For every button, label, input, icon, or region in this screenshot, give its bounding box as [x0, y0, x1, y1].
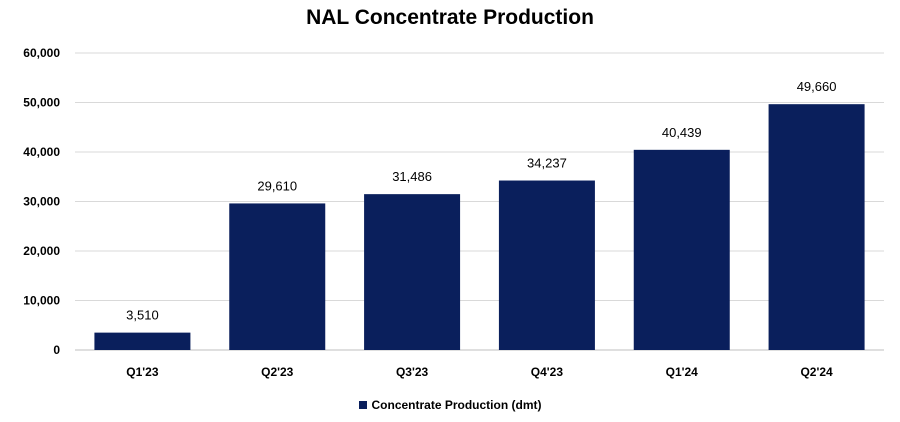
data-labels: 3,510 29,610 31,486 34,237 40,439 49,660 [126, 79, 836, 322]
gridlines [75, 52, 884, 351]
x-tick-label: Q2'23 [261, 365, 294, 379]
bar [498, 180, 595, 350]
bar [633, 149, 730, 350]
legend-swatch [358, 401, 367, 409]
y-tick-label: 0 [53, 343, 60, 357]
data-label: 40,439 [662, 125, 702, 140]
data-label: 34,237 [527, 156, 567, 171]
y-tick-label: 60,000 [23, 46, 60, 60]
bar [229, 203, 326, 350]
bars [94, 104, 865, 350]
bar [364, 194, 461, 350]
chart-title: NAL Concentrate Production [306, 6, 594, 29]
y-tick-label: 50,000 [23, 96, 60, 110]
x-tick-label: Q1'24 [666, 365, 699, 379]
y-tick-label: 30,000 [23, 195, 60, 209]
x-tick-label: Q3'23 [396, 365, 429, 379]
legend: Concentrate Production (dmt) [0, 398, 900, 412]
bar [94, 332, 191, 350]
x-axis-tick-labels: Q1'23 Q2'23 Q3'23 Q4'23 Q1'24 Q2'24 [126, 365, 833, 379]
y-tick-label: 10,000 [23, 294, 60, 308]
data-label: 29,610 [257, 178, 297, 193]
legend-label: Concentrate Production (dmt) [371, 398, 542, 412]
x-tick-label: Q2'24 [800, 365, 833, 379]
data-label: 49,660 [797, 79, 837, 94]
data-label: 31,486 [392, 169, 432, 184]
bar [768, 104, 865, 350]
y-tick-label: 40,000 [23, 145, 60, 159]
y-axis-tick-labels: 0 10,000 20,000 30,000 40,000 50,000 60,000 [23, 46, 60, 357]
x-tick-label: Q1'23 [126, 365, 159, 379]
data-label: 3,510 [126, 308, 159, 323]
x-tick-label: Q4'23 [531, 365, 564, 379]
y-tick-label: 20,000 [23, 244, 60, 258]
